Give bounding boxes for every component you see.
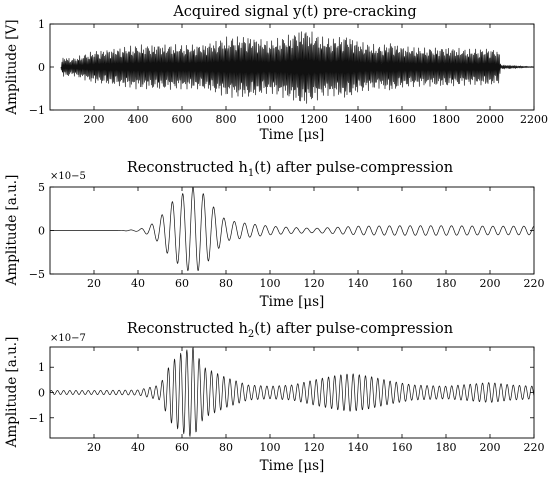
chart-title: Acquired signal y(t) pre-cracking [172, 4, 416, 20]
x-tick-label: 60 [175, 441, 189, 454]
panel-reconstructed-h2: Reconstructed h2(t) after pulse-compress… [4, 321, 545, 474]
x-tick-label: 180 [436, 277, 457, 290]
y-axis-exponent: ×10−7 [50, 333, 86, 344]
x-tick-label: 200 [480, 441, 501, 454]
panel-acquired-signal: Acquired signal y(t) pre-cracking 200 400… [4, 4, 548, 143]
x-tick-label: 120 [304, 277, 325, 290]
x-tick-label: 120 [304, 441, 325, 454]
y-axis-label: Amplitude [a.u.] [4, 175, 20, 287]
y-tick-label: 5 [38, 181, 45, 194]
chart-title: Reconstructed h1(t) after pulse-compress… [127, 160, 453, 179]
y-tick-label: 1 [38, 361, 45, 374]
x-tick-label: 1400 [344, 113, 372, 126]
x-tick-label: 2200 [520, 113, 548, 126]
x-tick-label: 600 [172, 113, 193, 126]
x-tick-label: 180 [436, 441, 457, 454]
x-tick-label: 400 [128, 113, 149, 126]
x-tick-label: 140 [348, 277, 369, 290]
x-tick-label: 1600 [388, 113, 416, 126]
signal-trace [49, 347, 535, 437]
x-tick-label: 60 [175, 277, 189, 290]
x-tick-label: 1000 [256, 113, 284, 126]
y-tick-label: −1 [29, 104, 45, 117]
x-tick-label: 100 [260, 441, 281, 454]
y-tick-label: 0 [38, 61, 45, 74]
x-axis-ticks: 20 40 60 80 100 120 140 160 180 200 220 [87, 347, 545, 454]
x-axis-ticks: 200 400 600 800 1000 1200 1400 1600 1800 2000 2200 [84, 24, 548, 126]
y-tick-label: 1 [38, 18, 45, 31]
x-tick-label: 200 [480, 277, 501, 290]
y-tick-label: −5 [29, 268, 45, 281]
x-tick-label: 20 [87, 277, 101, 290]
x-tick-label: 200 [84, 113, 105, 126]
x-tick-label: 100 [260, 277, 281, 290]
y-axis-label: Amplitude [V] [4, 19, 20, 115]
x-tick-label: 2000 [476, 113, 504, 126]
y-tick-label: 0 [38, 225, 45, 238]
y-tick-label: 0 [38, 387, 45, 400]
x-tick-label: 140 [348, 441, 369, 454]
y-axis-ticks: −1 0 1 [29, 361, 534, 425]
x-tick-label: 20 [87, 441, 101, 454]
y-axis-exponent: ×10−5 [50, 171, 86, 182]
y-axis-label: Amplitude [a.u.] [4, 337, 20, 449]
x-tick-label: 40 [131, 441, 145, 454]
plot-frame [49, 346, 535, 439]
signal-trace [50, 186, 535, 272]
x-tick-label: 80 [219, 277, 233, 290]
x-axis-label: Time [μs] [260, 458, 325, 474]
panel-reconstructed-h1: Reconstructed h1(t) after pulse-compress… [4, 160, 545, 310]
x-tick-label: 160 [392, 441, 413, 454]
x-tick-label: 160 [392, 277, 413, 290]
y-tick-label: −1 [29, 412, 45, 425]
x-tick-label: 80 [219, 441, 233, 454]
x-tick-label: 800 [216, 113, 237, 126]
x-tick-label: 1200 [300, 113, 328, 126]
x-tick-label: 220 [524, 441, 545, 454]
x-axis-label: Time [μs] [260, 127, 325, 143]
signal-trace [60, 31, 535, 104]
chart-title: Reconstructed h2(t) after pulse-compress… [127, 321, 453, 340]
x-tick-label: 1800 [432, 113, 460, 126]
x-tick-label: 220 [524, 277, 545, 290]
y-axis-ticks: −5 0 5 [29, 181, 534, 281]
x-tick-label: 40 [131, 277, 145, 290]
x-axis-label: Time [μs] [260, 294, 325, 310]
x-axis-ticks: 20 40 60 80 100 120 140 160 180 200 220 [87, 187, 545, 290]
